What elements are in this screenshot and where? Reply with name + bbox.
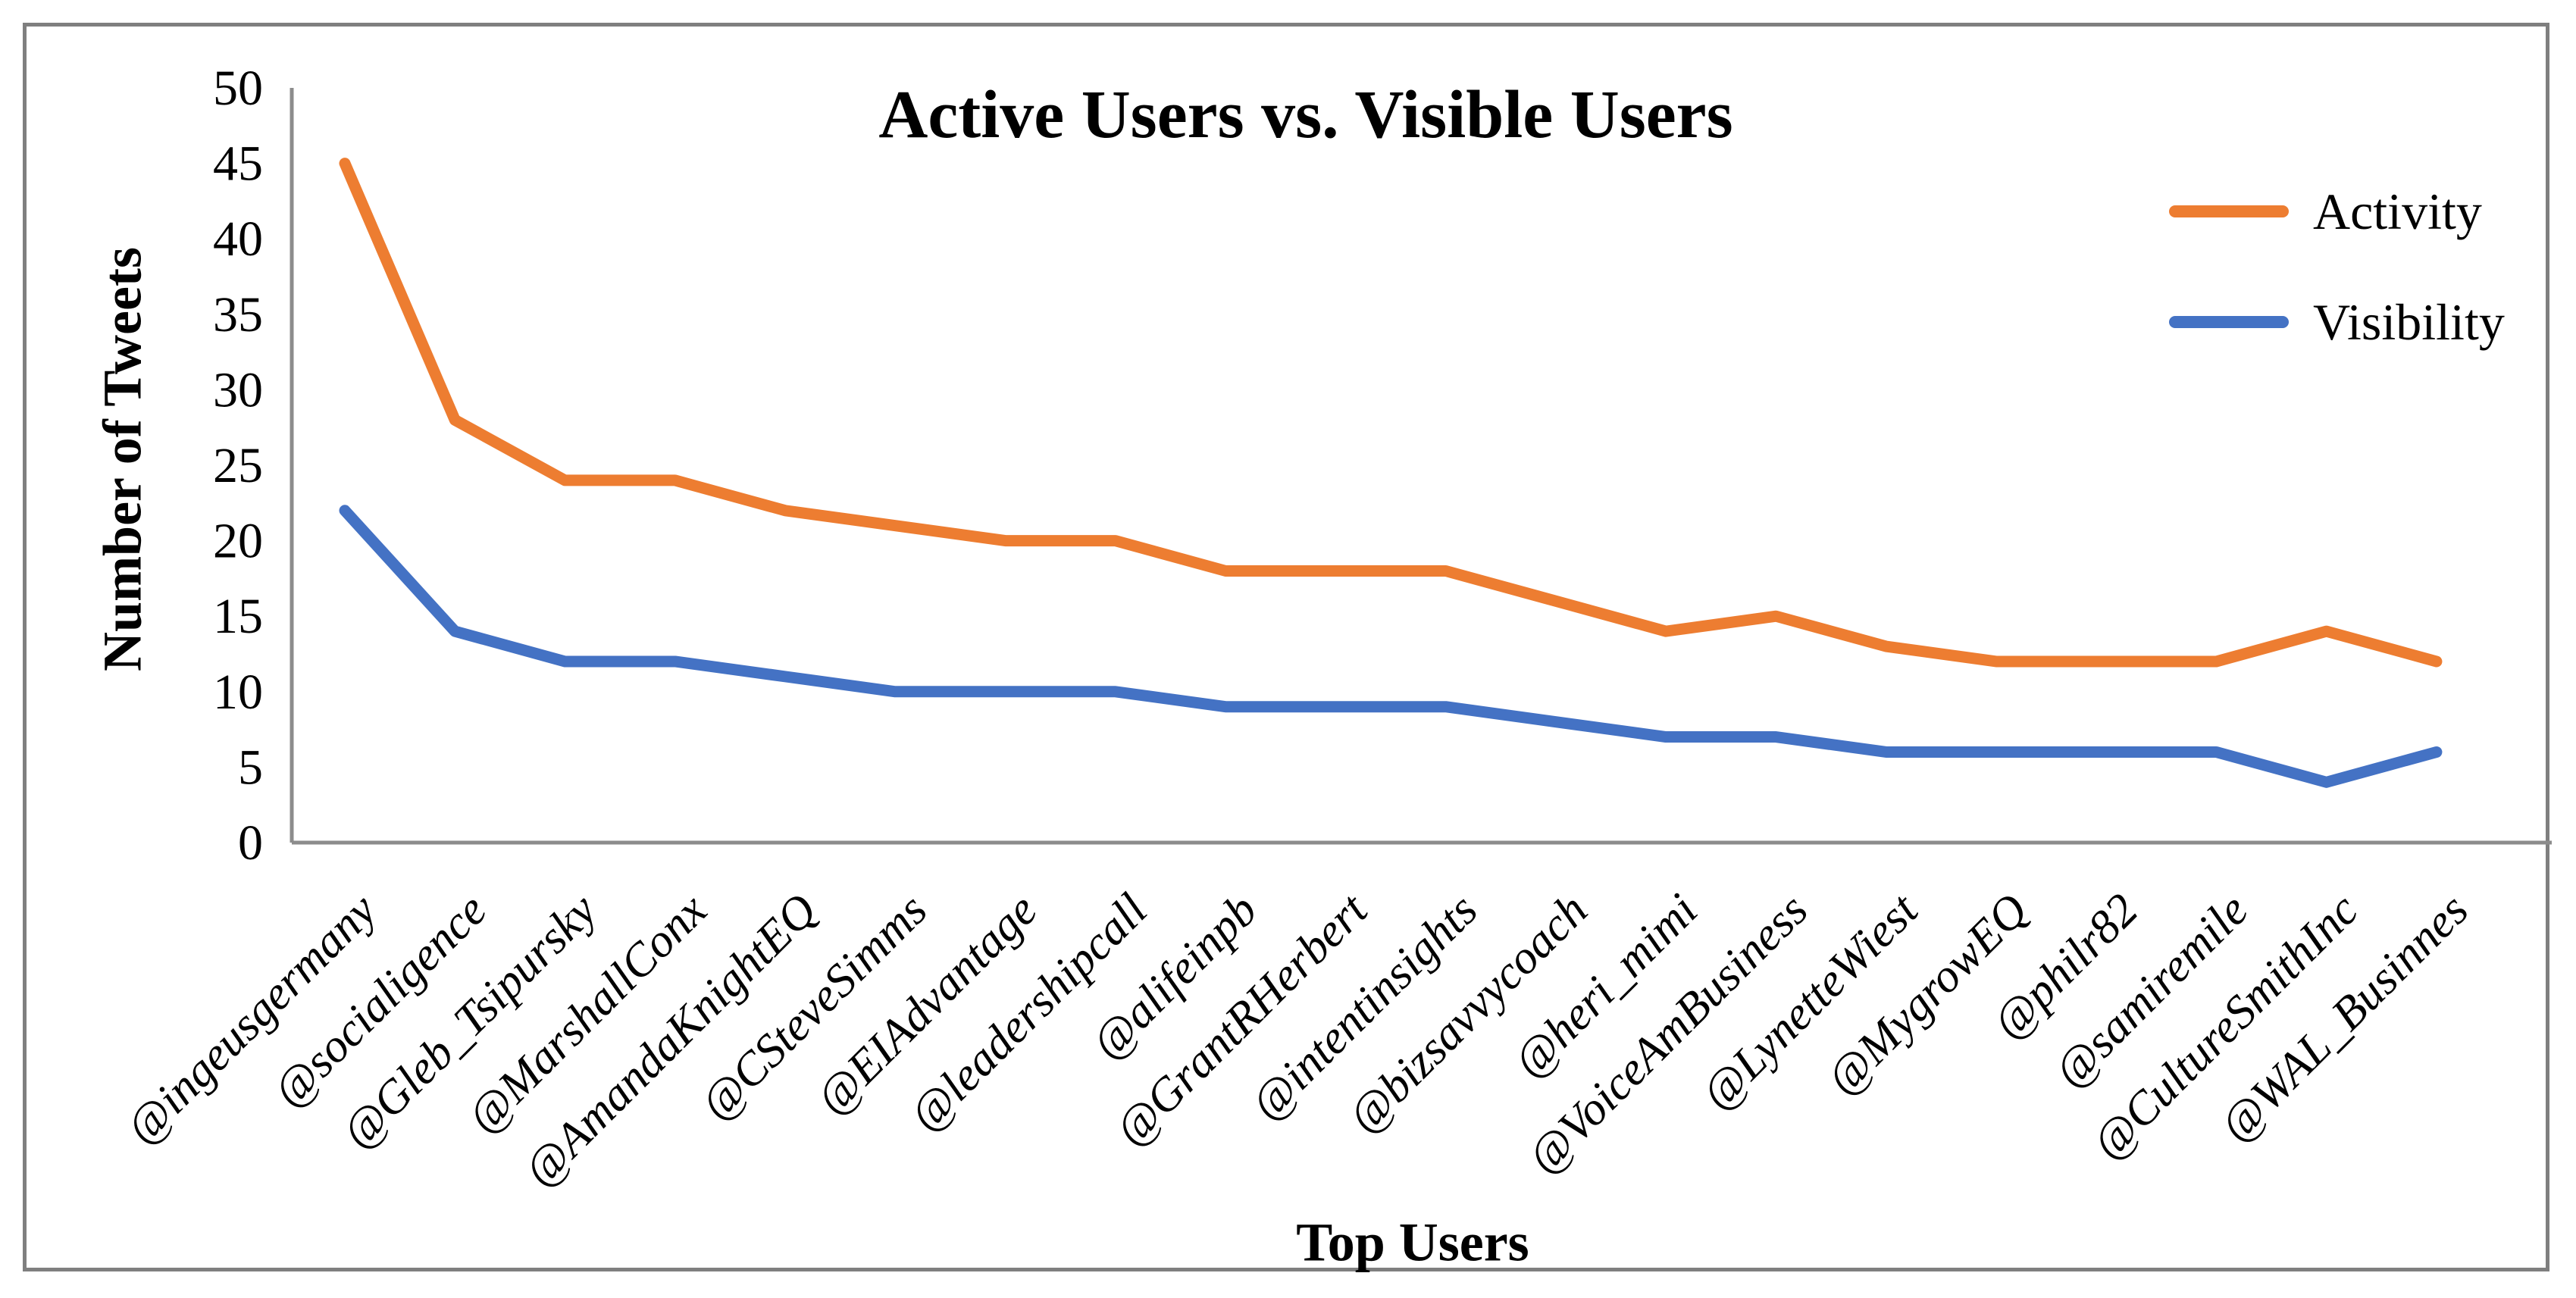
y-tick-label: 45 xyxy=(213,136,263,192)
legend-line-swatch-activity xyxy=(2169,205,2289,217)
y-tick-label: 10 xyxy=(213,665,263,720)
y-tick-label: 35 xyxy=(213,287,263,342)
y-tick-label: 50 xyxy=(213,61,263,116)
x-axis-title: Top Users xyxy=(1296,1212,1529,1273)
legend-label: Visibility xyxy=(2313,292,2505,351)
chart-title: Active Users vs. Visible Users xyxy=(878,77,1733,152)
y-tick-label: 15 xyxy=(213,589,263,644)
y-tick-label: 40 xyxy=(213,211,263,267)
legend: Activity Visibility xyxy=(2169,178,2505,355)
y-tick-label: 25 xyxy=(213,438,263,493)
y-tick-label: 20 xyxy=(213,514,263,569)
y-tick-label: 0 xyxy=(238,815,263,871)
legend-item-activity: Activity xyxy=(2169,178,2505,245)
y-tick-label: 30 xyxy=(213,362,263,418)
legend-line-swatch-visibility xyxy=(2169,316,2289,328)
series-line-visibility xyxy=(339,505,2443,788)
legend-item-visibility: Visibility xyxy=(2169,289,2505,355)
y-axis-title: Number of Tweets xyxy=(92,247,153,671)
legend-label: Activity xyxy=(2313,182,2482,240)
series-line-activity xyxy=(339,158,2443,668)
y-tick-label: 5 xyxy=(238,740,263,795)
